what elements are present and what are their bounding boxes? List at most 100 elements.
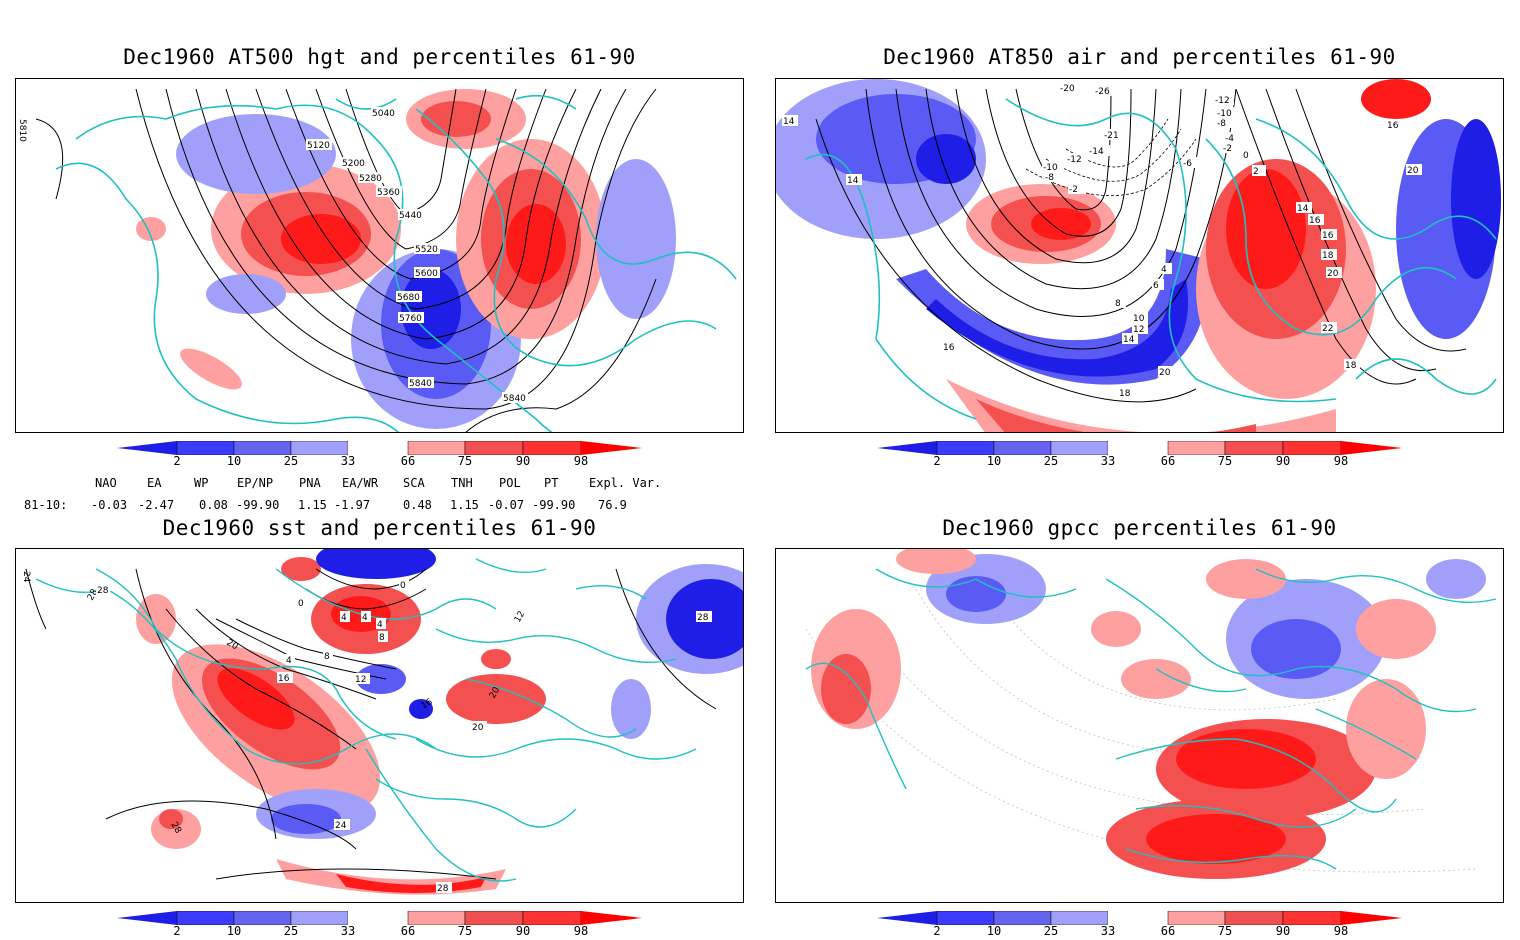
contour-label: 16 — [1309, 216, 1321, 226]
index-header: PNA — [299, 476, 321, 490]
panel3-map: 24 28 28 0 4 4 4 8 0 12 20 16 4 8 12 16 … — [15, 548, 744, 903]
contour-label: 12 — [513, 610, 527, 625]
contour-label: -2 — [1223, 144, 1232, 154]
contour-label: 5520 — [415, 245, 438, 255]
colorbar-tick-label: 10 — [226, 924, 242, 938]
colorbar-tick-label: 25 — [1043, 924, 1059, 938]
colorbar-tick-label: 98 — [573, 924, 589, 938]
index-header: TNH — [451, 476, 473, 490]
contour-label: 5440 — [399, 211, 422, 221]
colorbar-tick-label: 66 — [400, 454, 416, 468]
colorbar-tick-label: 33 — [340, 454, 356, 468]
colorbar-tick-label: 33 — [1100, 454, 1116, 468]
contour-label: 4 — [341, 613, 347, 623]
index-value: -0.07 — [488, 498, 525, 512]
colorbar-tick-label: 98 — [573, 454, 589, 468]
contour-label: 5120 — [307, 141, 330, 151]
panel2-map: -20 -26 -12 -10 -8 -4 -2 0 2 -6 -14 -12 … — [775, 78, 1504, 433]
colorbar-tick-label: 10 — [986, 454, 1002, 468]
colorbar-bottom-right: 2 10 25 33 66 75 90 98 — [877, 910, 1402, 940]
index-header: SCA — [403, 476, 425, 490]
contour-label: 5840 — [503, 394, 526, 404]
index-value: -99.90 — [236, 498, 280, 512]
index-header: WP — [194, 476, 209, 490]
colorbar-tick-label: 90 — [515, 924, 531, 938]
index-header: EA/WR — [342, 476, 379, 490]
contour-label: -21 — [1104, 131, 1119, 141]
colorbar-top-left: 2 10 25 33 66 75 90 98 — [117, 440, 642, 472]
contour-label: 5810 — [17, 119, 27, 142]
colorbar-swatches — [117, 440, 642, 456]
contour-label: 5200 — [342, 159, 365, 169]
colorbar-tick-label: 2 — [933, 924, 941, 938]
colorbar-swatches — [877, 910, 1402, 926]
contour-label: 14 — [1297, 204, 1309, 214]
index-value: -1.97 — [334, 498, 371, 512]
contour-label: 0 — [400, 581, 406, 591]
contour-label: 4 — [1161, 265, 1167, 275]
contour-label: 5360 — [377, 188, 400, 198]
panel2-title: Dec1960 AT850 air and percentiles 61-90 — [883, 45, 1396, 69]
contour-label: -14 — [1089, 147, 1104, 157]
contour-label: 16 — [1387, 121, 1399, 131]
contour-label: 18 — [1345, 361, 1357, 371]
contour-label: -2 — [1069, 185, 1078, 195]
contour-label: -26 — [1095, 87, 1110, 97]
contour-label: 20 — [1327, 269, 1339, 279]
contour-label: 28 — [697, 613, 709, 623]
contour-label: 5760 — [399, 314, 422, 324]
colorbar-tick-label: 98 — [1333, 454, 1349, 468]
contour-label: -12 — [1067, 155, 1082, 165]
contour-label: 5600 — [415, 269, 438, 279]
contour-label: 16 — [839, 162, 849, 174]
colorbar-tick-label: 66 — [400, 924, 416, 938]
contour-label: 5040 — [372, 109, 395, 119]
contour-label: 4 — [377, 620, 383, 630]
contour-label: 0 — [1243, 151, 1249, 161]
index-header: PT — [544, 476, 559, 490]
contour-label: 24 — [335, 821, 347, 831]
contour-label: 8 — [379, 633, 385, 643]
colorbar-tick-label: 2 — [173, 924, 181, 938]
colorbar-tick-label: 75 — [1217, 924, 1233, 938]
contour-label: 20 — [1159, 368, 1171, 378]
index-value: -99.90 — [532, 498, 576, 512]
contour-label: 5680 — [397, 293, 420, 303]
index-header: EA — [147, 476, 162, 490]
colorbar-tick-label: 25 — [283, 924, 299, 938]
panel4-svg — [805, 549, 1497, 879]
contour-label: 8 — [1115, 299, 1121, 309]
contour-label: 10 — [1133, 314, 1145, 324]
contour-label: 6 — [1153, 281, 1159, 291]
colorbar-tick-label: 66 — [1160, 924, 1176, 938]
colorbar-tick-label: 10 — [226, 454, 242, 468]
index-value: 1.15 — [450, 498, 479, 512]
index-value: 0.48 — [403, 498, 432, 512]
colorbar-top-right: 2 10 25 33 66 75 90 98 — [877, 440, 1402, 472]
contour-label: 4 — [286, 656, 292, 666]
index-header: Expl. Var. — [589, 476, 662, 490]
colorbar-tick-label: 75 — [457, 454, 473, 468]
colorbar-bottom-left: 2 10 25 33 66 75 90 98 — [117, 910, 642, 940]
index-header: NAO — [95, 476, 117, 490]
index-value: -0.03 — [91, 498, 128, 512]
contour-label: -8 — [1045, 173, 1054, 183]
colorbar-tick-label: 25 — [283, 454, 299, 468]
index-value: 76.9 — [598, 498, 627, 512]
contour-label: 12 — [1133, 325, 1144, 335]
contour-label: -20 — [1060, 84, 1075, 94]
colorbar-tick-label: 10 — [986, 924, 1002, 938]
panel1-contour-labels: 5040 5120 5200 5280 5360 5440 5520 5600 … — [17, 107, 528, 404]
panel3-contour-labels: 24 28 28 0 4 4 4 8 0 12 20 16 4 8 12 16 … — [21, 571, 712, 894]
colorbar-tick-label: 98 — [1333, 924, 1349, 938]
colorbar-swatches — [877, 440, 1402, 456]
panel3-svg: 24 28 28 0 4 4 4 8 0 12 20 16 4 8 12 16 … — [21, 549, 743, 895]
panel1-svg: 5040 5120 5200 5280 5360 5440 5520 5600 … — [16, 79, 743, 432]
contour-label: 20 — [472, 723, 484, 733]
contour-label: 0 — [298, 599, 304, 609]
contour-label: 18 — [1322, 251, 1334, 261]
contour-label: 16 — [278, 674, 290, 684]
colorbar-tick-label: 2 — [933, 454, 941, 468]
colorbar-tick-label: 75 — [457, 924, 473, 938]
contour-label: 28 — [97, 586, 109, 596]
